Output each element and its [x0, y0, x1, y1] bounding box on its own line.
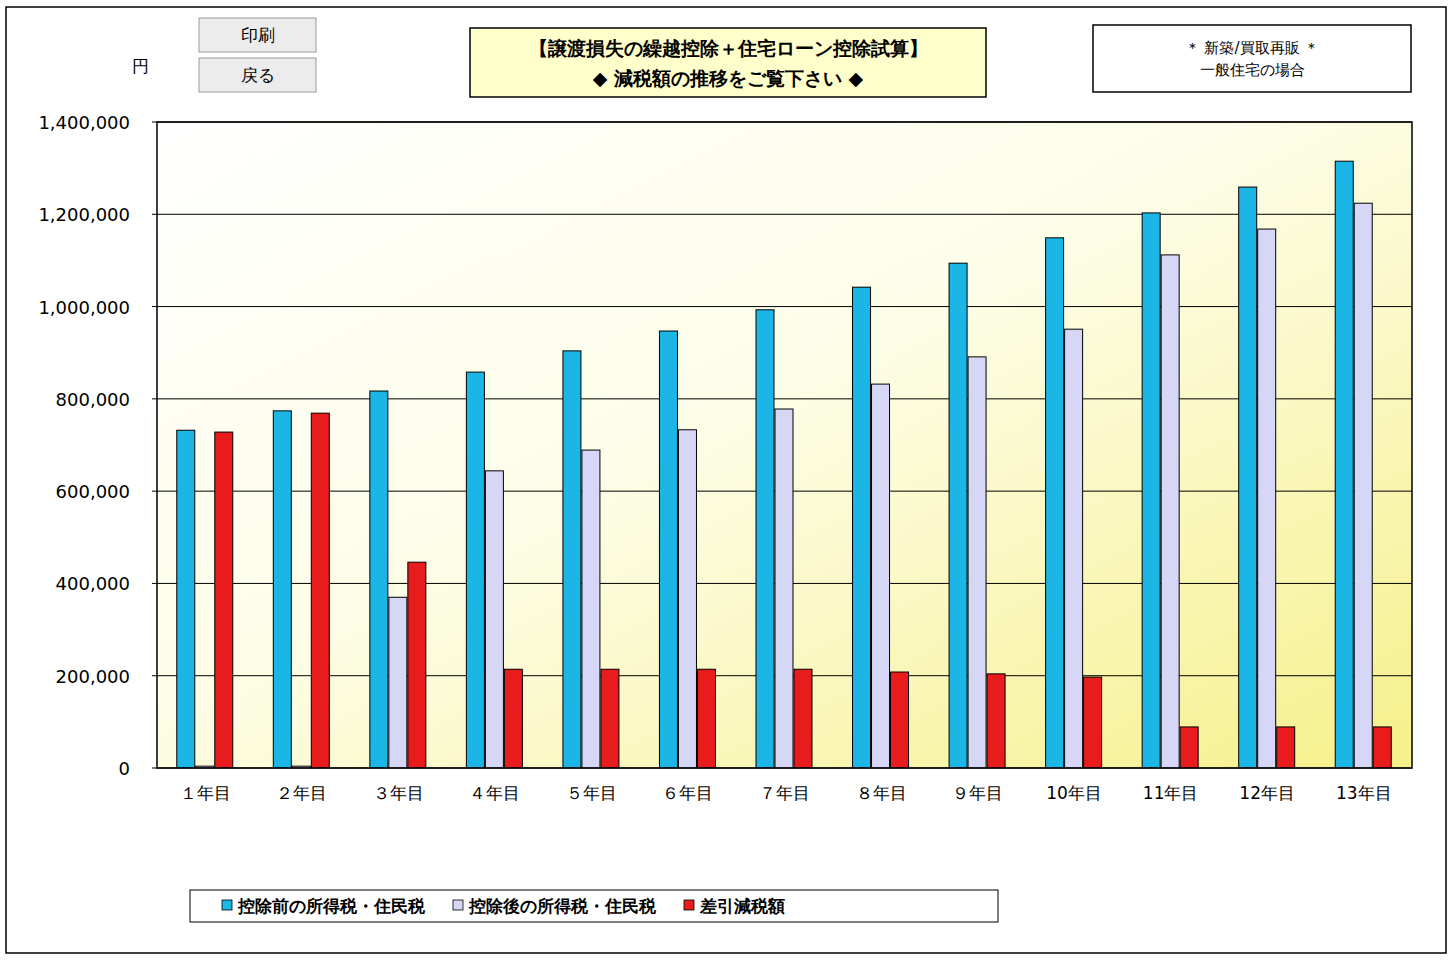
bar — [563, 351, 581, 768]
bar — [273, 411, 291, 768]
bar — [1335, 161, 1353, 768]
category-label: ４年目 — [469, 783, 520, 803]
bar — [466, 372, 484, 768]
category-label: ７年目 — [759, 783, 810, 803]
legend-box — [190, 890, 998, 922]
category-label: 10年目 — [1046, 783, 1102, 803]
category-label: ６年目 — [662, 783, 713, 803]
legend-label: 控除後の所得税・住民税 — [468, 896, 657, 916]
bar — [1142, 213, 1160, 768]
bar — [370, 391, 388, 768]
title: 【譲渡損失の繰越控除＋住宅ローン控除試算】 — [529, 37, 928, 59]
bar — [678, 430, 696, 768]
bar — [1239, 187, 1257, 768]
title-box — [470, 28, 986, 97]
legend-label: 差引減税額 — [699, 896, 785, 916]
chart-frame — [6, 7, 1446, 953]
tick-label: 200,000 — [56, 666, 130, 687]
legend: 控除前の所得税・住民税 控除後の所得税・住民税 差引減税額 — [190, 890, 998, 922]
bar — [177, 430, 195, 768]
bar — [601, 669, 619, 768]
category-label: ９年目 — [952, 783, 1003, 803]
bar — [697, 669, 715, 768]
bar — [775, 409, 793, 768]
bar — [1373, 727, 1391, 768]
bar — [853, 287, 871, 768]
category-label: ８年目 — [856, 783, 907, 803]
tick-label: 800,000 — [56, 389, 130, 410]
bar — [389, 597, 407, 768]
tick-label: 400,000 — [56, 573, 130, 594]
annotation: 一般住宅の場合 — [1200, 61, 1305, 79]
plot-area — [157, 122, 1412, 768]
grid-line — [157, 214, 1412, 215]
bar — [1161, 255, 1179, 768]
bar — [1046, 238, 1064, 768]
category-label: １年目 — [180, 783, 231, 803]
bar — [1180, 727, 1198, 768]
annotation: ＊ 新築/買取再販 ＊ — [1185, 39, 1320, 57]
bar — [408, 562, 426, 768]
bar — [987, 674, 1005, 768]
legend-swatch — [684, 900, 694, 910]
bar — [215, 432, 233, 768]
grid-line — [157, 398, 1412, 399]
subtitle: ◆ 減税額の推移をご覧下さい ◆ — [593, 67, 864, 89]
bar — [1354, 203, 1372, 768]
chart-canvas: 印刷戻る 【譲渡損失の繰越控除＋住宅ローン控除試算】 ◆ 減税額の推移をご覧下さい … — [0, 0, 1453, 961]
category-label: 12年目 — [1239, 783, 1295, 803]
category-label: ２年目 — [276, 783, 327, 803]
bar — [1084, 677, 1102, 768]
button[interactable] — [199, 58, 316, 92]
bar — [1258, 229, 1276, 768]
bar — [949, 263, 967, 768]
button-label[interactable]: 印刷 — [241, 25, 275, 45]
legend-swatch — [453, 900, 463, 910]
tick-label: 0 — [119, 758, 130, 779]
category-label: 11年目 — [1143, 783, 1199, 803]
tick-label: 1,000,000 — [38, 297, 130, 318]
tick-label: 1,400,000 — [38, 112, 130, 133]
bar — [794, 669, 812, 768]
bar — [504, 669, 522, 768]
bar — [756, 310, 774, 768]
button-label[interactable]: 戻る — [241, 65, 275, 85]
category-label: 13年目 — [1336, 783, 1392, 803]
legend-label: 控除前の所得税・住民税 — [237, 896, 426, 916]
legend-swatch — [222, 900, 232, 910]
bar — [659, 331, 677, 768]
plot-border — [157, 122, 1412, 768]
bar — [1277, 727, 1295, 768]
annotation-box — [1093, 25, 1411, 92]
category-label: ５年目 — [566, 783, 617, 803]
bar — [891, 672, 909, 768]
bar — [872, 384, 890, 768]
button[interactable] — [199, 18, 316, 52]
grid-line — [157, 306, 1412, 307]
bar — [1065, 329, 1083, 768]
tick-label: 600,000 — [56, 481, 130, 502]
bar — [311, 413, 329, 768]
bars — [177, 161, 1391, 768]
bar — [968, 357, 986, 768]
y-axis-label: 円 — [132, 56, 149, 76]
bar — [485, 471, 503, 768]
category-label: ３年目 — [373, 783, 424, 803]
tick-label: 1,200,000 — [38, 204, 130, 225]
bar — [582, 450, 600, 768]
